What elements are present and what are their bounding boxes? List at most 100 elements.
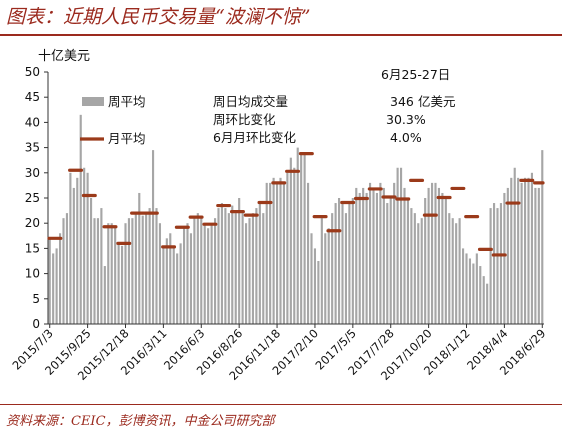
weekly-bar [468, 258, 472, 324]
annotation-value: 30.3% [386, 112, 426, 127]
weekly-bar [465, 253, 468, 324]
weekly-bar [141, 215, 144, 324]
weekly-bar [100, 208, 103, 324]
weekly-bar [458, 218, 461, 324]
weekly-bar [337, 198, 341, 324]
weekly-bar [107, 223, 110, 324]
weekly-bar [348, 203, 351, 324]
weekly-bar [62, 218, 65, 324]
weekly-bar [203, 223, 206, 324]
weekly-bar [286, 172, 289, 324]
weekly-bar [151, 150, 155, 324]
weekly-bar [506, 187, 509, 324]
legend-swatch-weekly [82, 97, 104, 106]
weekly-bar [251, 213, 255, 324]
weekly-bar [382, 187, 385, 324]
weekly-bar [238, 198, 241, 324]
weekly-bar [269, 182, 272, 324]
chart-svg: 十亿美元 0 5 10 15 20 25 30 35 40 45 50 2015/7/32015/9… [9, 49, 548, 383]
weekly-bar [220, 203, 224, 324]
weekly-bar [279, 177, 282, 324]
weekly-bar [520, 182, 523, 324]
weekly-bar [162, 248, 165, 324]
weekly-bar [479, 266, 482, 324]
weekly-bar [362, 187, 365, 324]
weekly-bar [231, 205, 234, 324]
weekly-bar [424, 198, 427, 324]
source-rule [0, 404, 562, 405]
weekly-bar [117, 243, 120, 324]
weekly-bar [213, 218, 217, 324]
weekly-bar [537, 187, 540, 324]
weekly-bar [179, 243, 182, 324]
weekly-bar [293, 167, 296, 324]
weekly-bar [127, 218, 131, 324]
weekly-bars [48, 114, 544, 324]
annotation-label: 6月月环比变化 [213, 130, 296, 145]
weekly-bar [134, 213, 137, 324]
weekly-bar [306, 182, 310, 324]
weekly-bar [193, 218, 196, 324]
weekly-bar [186, 223, 189, 324]
annotation-box: 6月25-27日 周日均成交量 346 亿美元 周环比变化 30.3% 6月月环… [213, 67, 456, 145]
weekly-bar [172, 248, 175, 324]
weekly-bar [482, 276, 485, 324]
weekly-bar [155, 208, 158, 324]
weekly-bar [138, 192, 141, 324]
monthly-segments [47, 152, 545, 257]
weekly-bar [372, 187, 375, 324]
weekly-bar [145, 213, 148, 324]
weekly-bar [530, 172, 534, 324]
y-axis: 0 5 10 15 20 25 30 35 40 45 50 [25, 65, 49, 331]
x-axis: 2015/7/32015/9/252015/12/182016/3/112016… [9, 323, 548, 383]
y-tick-label: 5 [32, 292, 40, 306]
weekly-bar [455, 223, 458, 324]
y-tick-label: 10 [25, 267, 40, 281]
y-tick-label: 45 [25, 90, 40, 104]
weekly-bar [89, 198, 93, 324]
weekly-bar [331, 213, 334, 324]
annotation-date: 6月25-27日 [381, 67, 450, 82]
weekly-bar [492, 203, 496, 324]
weekly-bar [324, 233, 327, 324]
weekly-bar [176, 253, 179, 324]
weekly-bar [334, 203, 337, 324]
weekly-bar [227, 213, 230, 324]
weekly-bar [461, 248, 465, 324]
weekly-bar [541, 150, 544, 324]
weekly-bar [341, 203, 344, 324]
weekly-bar [475, 253, 478, 324]
weekly-bar [120, 245, 124, 324]
chart-title: 图表：近期人民币交易量“波澜不惊” [6, 6, 311, 28]
weekly-bar [217, 208, 220, 324]
legend-label-monthly: 月平均 [108, 131, 146, 146]
weekly-bar [86, 172, 89, 324]
y-tick-label: 35 [25, 141, 40, 155]
weekly-bar [72, 187, 75, 324]
weekly-bar [427, 187, 430, 324]
weekly-bar [358, 192, 361, 324]
weekly-bar [65, 213, 69, 324]
weekly-bar [96, 218, 100, 324]
weekly-bar [523, 177, 527, 324]
weekly-bar [403, 187, 406, 324]
weekly-bar [489, 208, 492, 324]
weekly-bar [189, 233, 193, 324]
weekly-bar [76, 177, 79, 324]
annotation-value: 346 [390, 94, 414, 109]
y-tick-label: 40 [25, 115, 40, 129]
weekly-bar [472, 263, 475, 324]
weekly-bar [114, 225, 117, 324]
weekly-bar [148, 208, 151, 324]
legend-label-weekly: 周平均 [108, 94, 146, 109]
legend: 周平均 月平均 [80, 94, 146, 146]
weekly-bar [93, 218, 96, 324]
annotation-label: 周环比变化 [213, 112, 276, 127]
y-tick-label: 30 [25, 166, 40, 180]
annotation-label: 周日均成交量 [213, 94, 288, 109]
weekly-bar [207, 228, 210, 324]
weekly-bar [503, 192, 506, 324]
weekly-bar [399, 167, 403, 324]
weekly-bar [396, 167, 399, 324]
weekly-bar [513, 167, 516, 324]
